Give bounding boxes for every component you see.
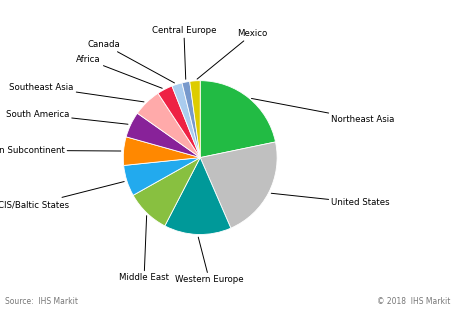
Text: Mexico: Mexico [197, 29, 268, 79]
Wedge shape [182, 81, 200, 158]
Text: CIS/Baltic States: CIS/Baltic States [0, 182, 124, 209]
Wedge shape [126, 113, 200, 158]
Text: Middle East: Middle East [119, 216, 169, 282]
Text: Western Europe: Western Europe [175, 237, 243, 284]
Wedge shape [133, 158, 200, 226]
Text: United States: United States [271, 193, 390, 207]
Wedge shape [165, 158, 231, 235]
Text: World consumption  of crude petroleum—2017: World consumption of crude petroleum—201… [7, 14, 356, 27]
Text: © 2018  IHS Markit: © 2018 IHS Markit [377, 297, 450, 306]
Text: Source:  IHS Markit: Source: IHS Markit [5, 297, 77, 306]
Text: Northeast Asia: Northeast Asia [252, 99, 395, 124]
Wedge shape [200, 142, 277, 228]
Text: Africa: Africa [76, 55, 162, 88]
Text: Canada: Canada [88, 40, 175, 83]
Text: Indian Subcontinent: Indian Subcontinent [0, 146, 121, 155]
Wedge shape [190, 81, 200, 158]
Wedge shape [123, 137, 200, 165]
Text: South America: South America [5, 110, 128, 124]
Text: Central Europe: Central Europe [152, 27, 216, 79]
Wedge shape [158, 86, 200, 158]
Wedge shape [172, 83, 200, 158]
Wedge shape [200, 81, 276, 158]
Wedge shape [137, 93, 200, 158]
Wedge shape [124, 158, 200, 195]
Text: Southeast Asia: Southeast Asia [9, 83, 144, 102]
